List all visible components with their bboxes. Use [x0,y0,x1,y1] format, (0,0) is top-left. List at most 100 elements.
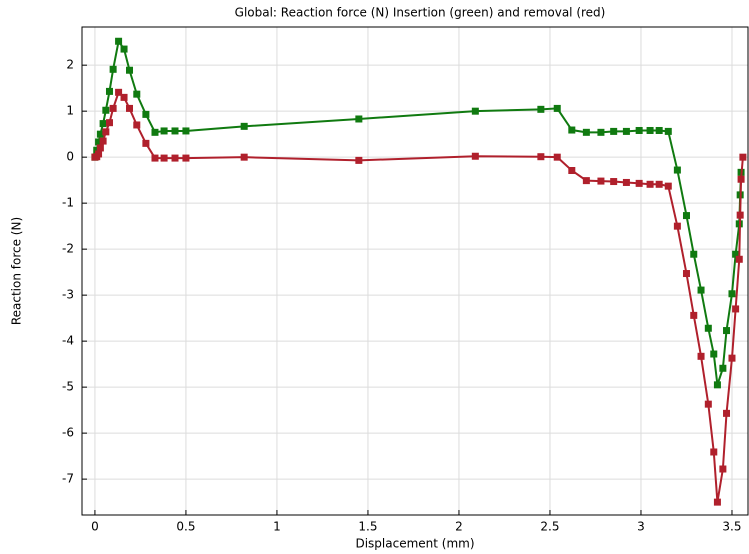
data-point [610,178,618,186]
data-point [732,305,740,313]
data-point [553,153,561,161]
data-point [682,270,690,278]
x-tick-label: 2 [455,520,463,534]
data-point [646,180,654,188]
data-point [719,465,727,473]
data-point [704,324,712,332]
data-point [682,212,690,220]
data-point [723,409,731,417]
data-point [109,65,117,73]
data-point [673,166,681,174]
data-point [126,66,134,74]
data-point [537,153,545,161]
data-point [471,107,479,115]
plot-frame [81,26,749,516]
y-tick-label: 0 [66,150,74,164]
x-tick-label: 3 [637,520,645,534]
y-tick-label: -4 [62,334,74,348]
data-point [96,144,104,152]
y-axis-label: Reaction force (N) [10,217,24,325]
chart-title: Global: Reaction force (N) Insertion (gr… [235,6,606,20]
data-point [240,122,248,130]
data-point [723,327,731,335]
data-point [471,152,479,160]
data-point [728,290,736,298]
data-point [93,146,101,154]
data-point [735,255,743,263]
data-point [109,104,117,112]
data-point [568,126,576,134]
data-point [120,45,128,53]
y-tick-label: 1 [66,104,74,118]
data-point [690,311,698,319]
data-point [622,178,630,186]
y-tick-label: -2 [62,242,74,256]
data-point [622,127,630,135]
data-point [142,110,150,118]
data-point [553,104,561,112]
data-point [655,126,663,134]
data-point [240,153,248,161]
data-point [597,128,605,136]
x-tick-label: 0 [91,520,99,534]
data-point [160,154,168,162]
data-point [635,179,643,187]
x-tick-label: 0.5 [176,520,195,534]
data-point [610,127,618,135]
data-point [664,182,672,190]
data-point [673,222,681,230]
y-tick-label: -3 [62,288,74,302]
data-point [635,126,643,134]
series-line [94,90,744,503]
data-point [142,139,150,147]
data-point [697,352,705,360]
x-axis-label: Displacement (mm) [355,537,474,551]
y-tick-label: -7 [62,472,74,486]
data-point [568,167,576,175]
y-tick-label: -1 [62,196,74,210]
data-point [704,400,712,408]
data-point [697,286,705,294]
data-point [160,127,168,135]
data-point [664,127,672,135]
data-point [739,153,747,161]
data-point [99,137,107,145]
data-point [597,177,605,185]
y-tick-label: -5 [62,380,74,394]
data-point [710,350,718,358]
data-point [151,128,159,136]
x-tick-label: 3.5 [722,520,741,534]
data-point [537,105,545,113]
data-point [737,175,745,183]
series-line [93,38,743,386]
x-tick-label: 2.5 [540,520,559,534]
data-point [105,87,113,95]
data-point [710,448,718,456]
data-point [133,121,141,129]
y-tick-label: 2 [66,58,74,72]
data-point [182,127,190,135]
data-point [99,120,107,128]
data-point [95,150,103,158]
data-point [355,156,363,164]
data-point [171,154,179,162]
data-point [655,180,663,188]
data-point [728,354,736,362]
data-point [713,381,721,389]
data-point [646,126,654,134]
data-point [171,127,179,135]
data-point [133,90,141,98]
data-point [120,93,128,101]
data-point [582,128,590,136]
data-point [105,119,113,127]
data-point [690,250,698,258]
data-point [126,104,134,112]
data-point [115,37,123,45]
x-tick-label: 1.5 [358,520,377,534]
data-point [115,88,123,96]
y-tick-label: -6 [62,426,74,440]
data-point [95,138,103,146]
data-point [719,364,727,372]
